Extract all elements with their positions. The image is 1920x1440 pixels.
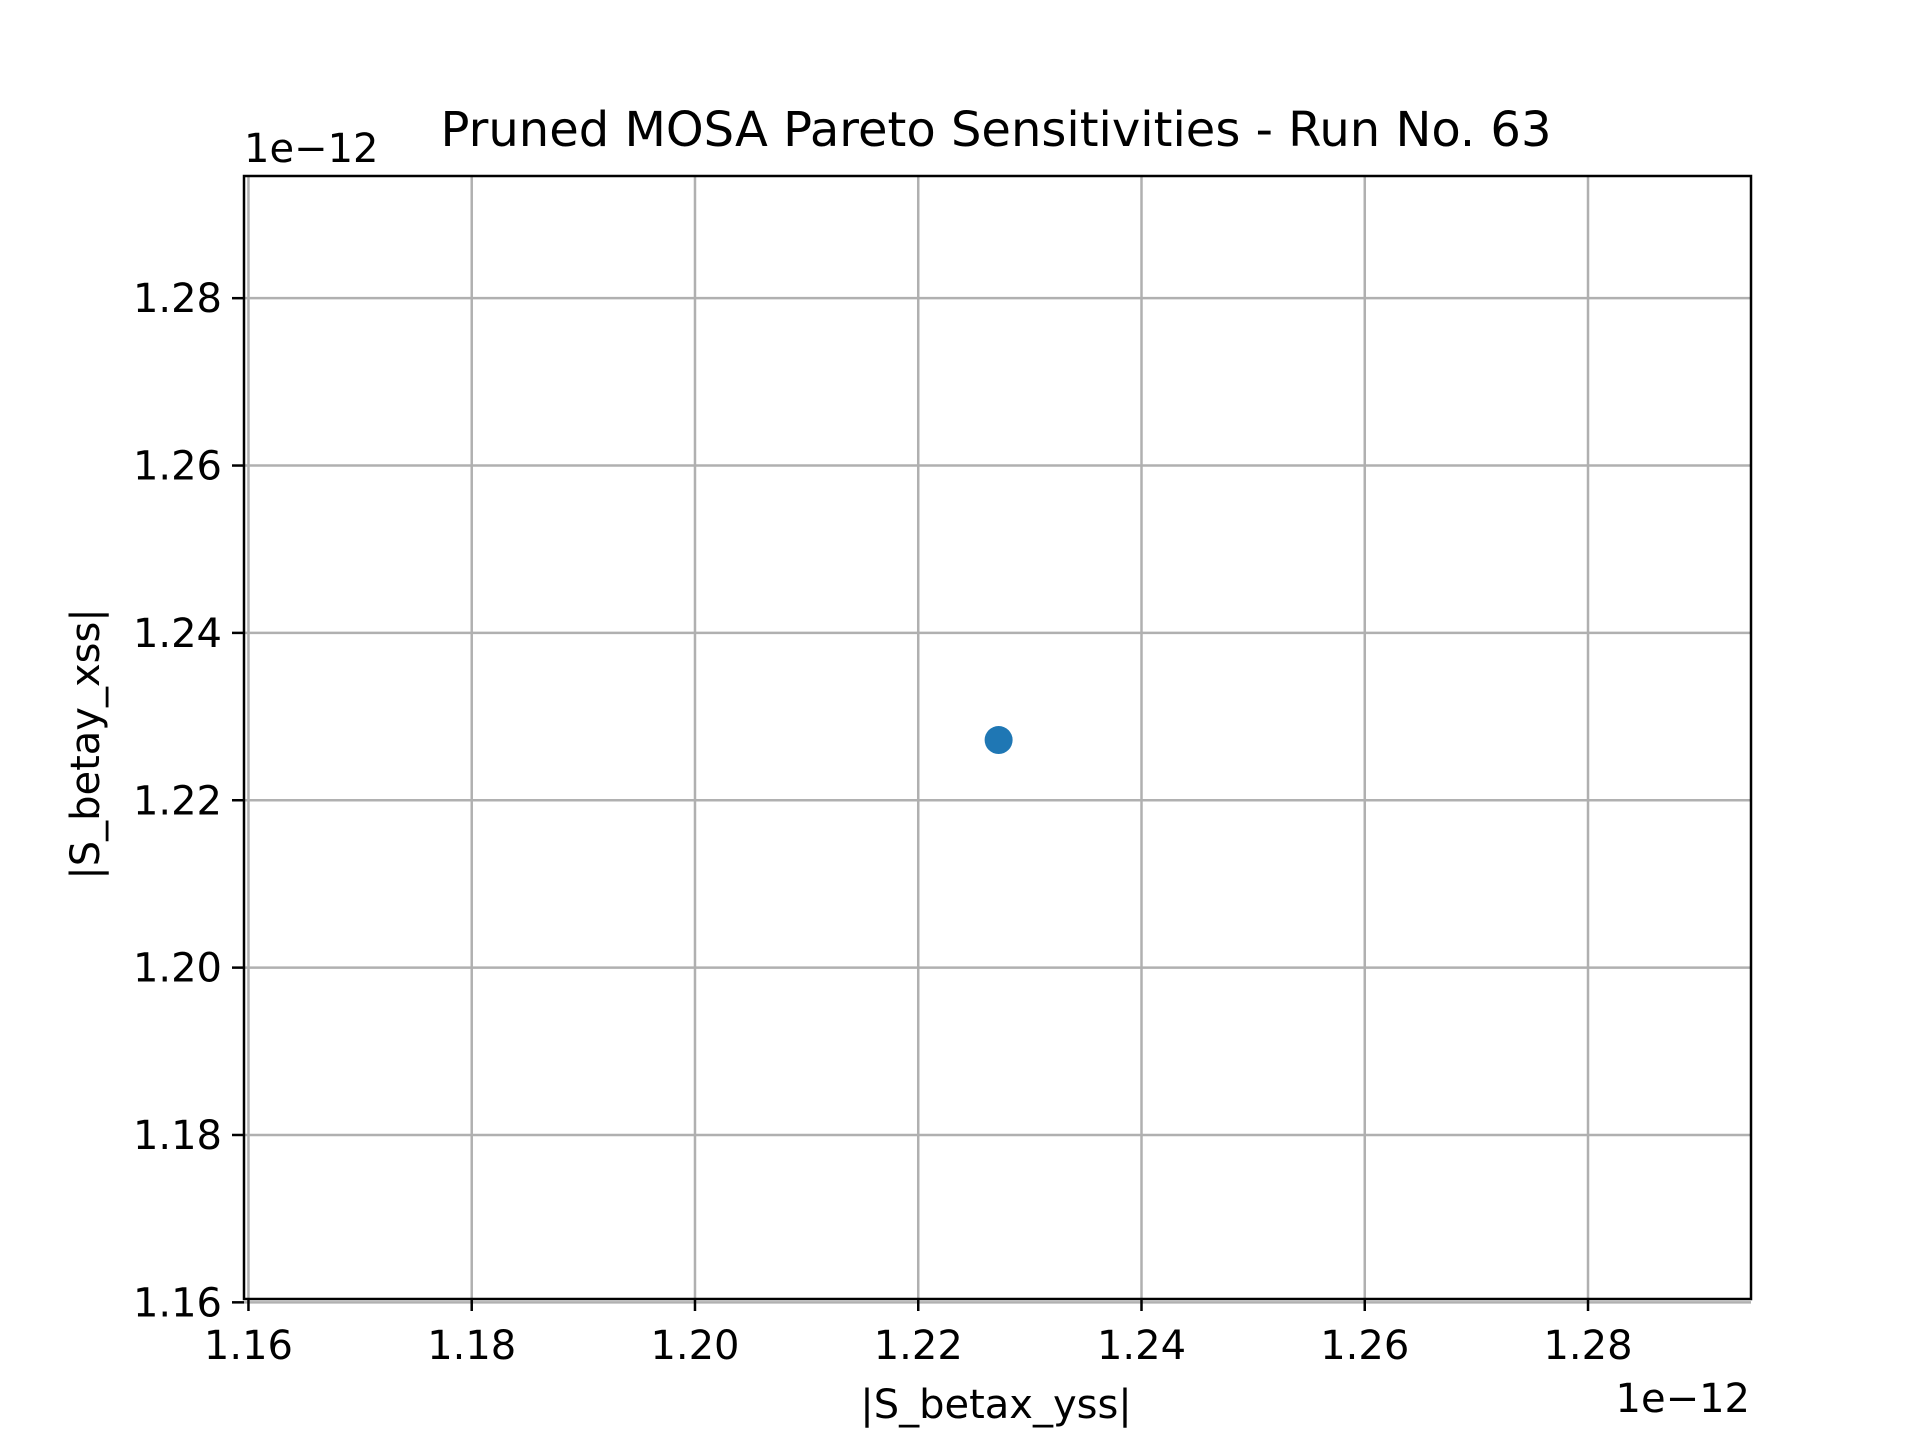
plot-frame <box>242 174 1753 1301</box>
y-tick-label: 1.16 <box>133 1280 222 1326</box>
axis-ticks: 1.16 1.18 1.20 1.22 1.24 1.26 1.28 1.16 1.18 1.20… <box>133 276 1633 1369</box>
x-tick-label: 1.22 <box>874 1323 963 1369</box>
y-tick-label: 1.18 <box>133 1113 222 1159</box>
y-axis-label: |S_betay_xss| <box>63 608 109 880</box>
grid <box>244 176 1751 1304</box>
x-tick-label: 1.24 <box>1097 1323 1186 1369</box>
y-tick-label: 1.24 <box>133 611 222 657</box>
y-tick-label: 1.28 <box>133 276 222 322</box>
data-point <box>984 726 1013 755</box>
x-tick-label: 1.16 <box>204 1323 293 1369</box>
x-tick-label: 1.28 <box>1543 1323 1632 1369</box>
data-points <box>984 726 1013 755</box>
y-tick-label: 1.26 <box>133 444 222 490</box>
x-tick-label: 1.20 <box>650 1323 739 1369</box>
x-axis-label: |S_betax_yss| <box>860 1382 1132 1428</box>
x-tick-label: 1.18 <box>427 1323 516 1369</box>
y-tick-label: 1.22 <box>133 778 222 824</box>
chart-title: Pruned MOSA Pareto Sensitivities - Run N… <box>441 102 1552 158</box>
y-tick-label: 1.20 <box>133 946 222 992</box>
y-axis-offset-label: 1e−12 <box>244 126 378 172</box>
x-axis-offset-label: 1e−12 <box>1616 1376 1750 1422</box>
x-tick-label: 1.26 <box>1320 1323 1409 1369</box>
